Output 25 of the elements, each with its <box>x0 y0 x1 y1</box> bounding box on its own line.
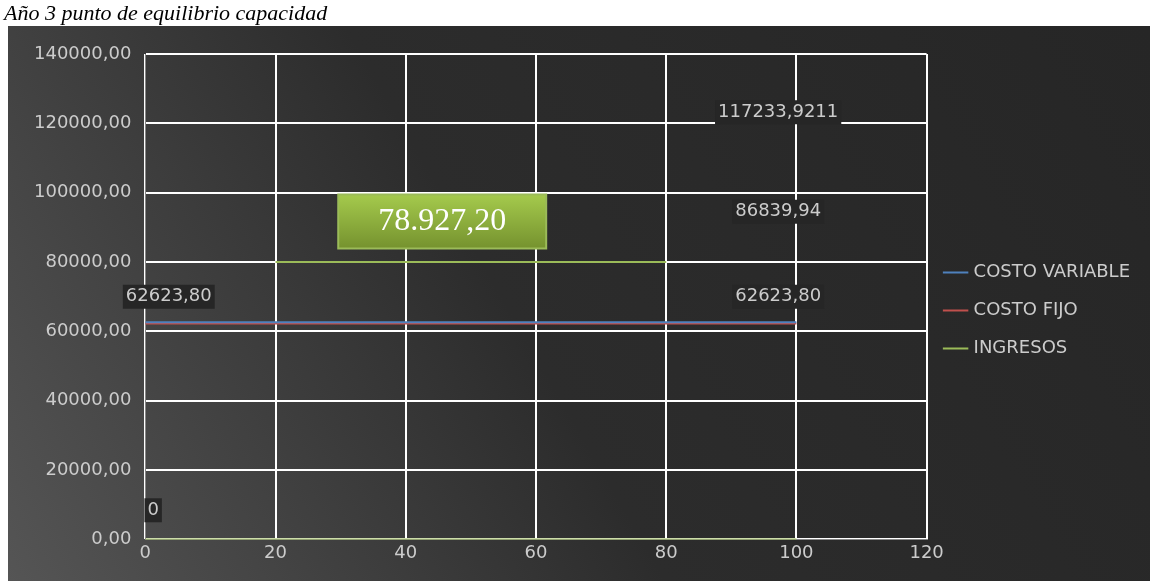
annotation: 86839,94 <box>735 199 822 221</box>
legend-label: COSTO FIJO <box>973 298 1078 320</box>
annotation: 117233,9211 <box>718 99 839 121</box>
y-tick-label: 20000,00 <box>45 457 132 479</box>
x-tick-label: 20 <box>264 540 287 562</box>
y-tick-label: 0,00 <box>91 527 132 549</box>
legend-label: INGRESOS <box>973 336 1068 358</box>
x-tick-label: 100 <box>779 540 814 562</box>
annotation: 78.927,20 <box>378 200 507 237</box>
x-tick-label: 120 <box>909 540 944 562</box>
annotation: 0 <box>147 497 159 519</box>
annotation: 62623,80 <box>735 284 822 306</box>
legend-label: COSTO VARIABLE <box>973 260 1130 282</box>
x-tick-label: 80 <box>654 540 678 562</box>
x-tick-label: 60 <box>524 540 548 562</box>
y-tick-label: 80000,00 <box>45 249 132 271</box>
y-tick-label: 60000,00 <box>45 319 132 341</box>
chart-title: Año 3 punto de equilibrio capacidad <box>4 0 328 26</box>
y-tick-label: 40000,00 <box>45 388 132 410</box>
annotation: 62623,80 <box>125 284 212 306</box>
y-tick-label: 100000,00 <box>34 180 132 202</box>
x-tick-label: 0 <box>139 540 152 562</box>
x-tick-label: 40 <box>394 540 418 562</box>
y-tick-label: 120000,00 <box>34 111 132 133</box>
y-tick-label: 140000,00 <box>34 41 132 63</box>
